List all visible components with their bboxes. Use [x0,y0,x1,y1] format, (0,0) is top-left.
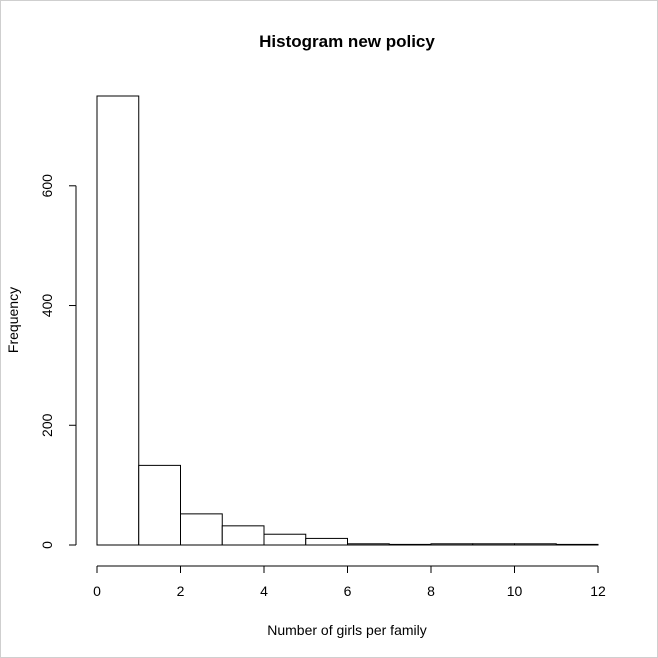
x-tick-label: 10 [507,583,523,599]
histogram-bar [347,543,390,546]
histogram-bar [430,543,474,546]
histogram-bar [514,543,557,546]
chart-title: Histogram new policy [259,32,435,51]
x-tick-label: 6 [344,583,352,599]
histogram-bar [138,464,181,546]
histogram-bar [388,543,432,546]
x-tick-label: 2 [177,583,185,599]
histogram-bar [555,543,599,546]
x-tick-label: 4 [260,583,268,599]
y-axis-label: Frequency [5,287,21,353]
histogram-bar [263,533,307,546]
bars-group [96,95,599,546]
histogram-bar [305,537,348,546]
y-tick-label: 0 [39,541,55,549]
y-axis: 0 200 400 600 [39,174,77,549]
y-tick-label: 600 [39,174,55,198]
x-tick-label: 0 [93,583,101,599]
x-tick-label: 8 [427,583,435,599]
y-tick-label: 400 [39,294,55,318]
x-tick-label: 12 [590,583,606,599]
y-tick-label: 200 [39,413,55,437]
x-axis: 0 2 4 6 8 10 12 [93,565,606,599]
histogram-bar [96,95,140,546]
x-axis-label: Number of girls per family [267,622,427,638]
histogram-bar [221,525,265,546]
histogram-bar [180,513,223,546]
histogram-bar [472,543,515,546]
